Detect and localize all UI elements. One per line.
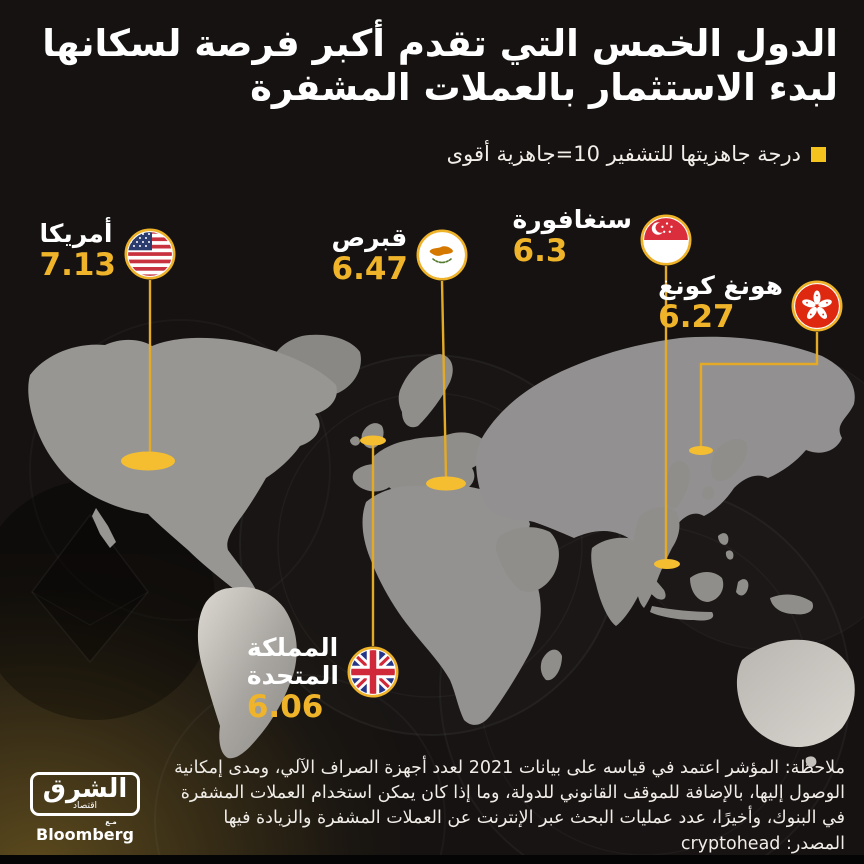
country-label-uk: المملكة المتحدة 6.06 [246,633,339,725]
country-label-cyprus: قبرص 6.47 [331,223,409,287]
country-name: قبرص [331,223,408,252]
asharq-logo-text: الشرق [42,774,128,804]
legend-yellow-square-icon [811,146,826,162]
country-label-hong-kong: هونغ كونغ 6.27 [658,271,783,335]
footnote-line: الوصول إليها، بالإضافة للموقف القانوني ل… [180,783,845,804]
country-name: سنغافورة [512,205,632,234]
uk-flag-icon [347,646,399,698]
cyprus-flag-icon [416,229,468,281]
country-value: 6.3 [512,233,568,269]
bloomberg-logo-text: Bloomberg [36,825,134,845]
country-name: هونغ كونغ [658,271,783,300]
asharq-bloomberg-logo: الشرق اقتصاد مـع Bloomberg [30,772,140,843]
singapore-flag-icon [640,214,692,266]
country-value: 6.27 [658,299,735,335]
title-line-2: لبدء الاستثمار بالعملات المشفرة [250,65,838,109]
asharq-logo-box: الشرق اقتصاد [30,772,140,817]
ethereum-coin-outline [31,513,149,664]
page-title: الدول الخمس التي تقدم أكبر فرصة لسكانها … [42,22,838,109]
country-value: 6.47 [331,251,409,287]
footnote-line: ملاحظة: المؤشر اعتمد في قياسه على بيانات… [174,758,845,778]
country-value: 6.06 [246,689,324,725]
legend: درجة جاهزيتها للتشفير 10=جاهزية أقوى [447,142,826,166]
with-word: مـع [105,818,117,827]
bottom-strip [0,855,864,864]
country-label-singapore: سنغافورة 6.3 [512,205,632,269]
asharq-logo-subtext: اقتصاد [72,801,98,812]
world-map [28,334,855,767]
hong-kong-flag-icon [791,280,843,332]
country-name: أمريكا [39,219,113,248]
footnote: ملاحظة: المؤشر اعتمد في قياسه على بيانات… [165,756,845,857]
country-label-america: أمريكا 7.13 [39,219,117,283]
source-line: المصدر: cryptohead [680,834,845,855]
country-name: المتحدة [246,661,339,690]
footnote-line: في البنوك، وأخيرًا، عدد عمليات البحث عبر… [223,808,845,829]
title-line-1: الدول الخمس التي تقدم أكبر فرصة لسكانها [42,22,838,65]
country-name: المملكة [246,633,339,662]
legend-text: درجة جاهزيتها للتشفير 10=جاهزية أقوى [446,142,801,166]
bloomberg-logo: مـع Bloomberg [30,819,140,843]
us-flag-icon [124,228,176,280]
country-value: 7.13 [39,247,117,283]
